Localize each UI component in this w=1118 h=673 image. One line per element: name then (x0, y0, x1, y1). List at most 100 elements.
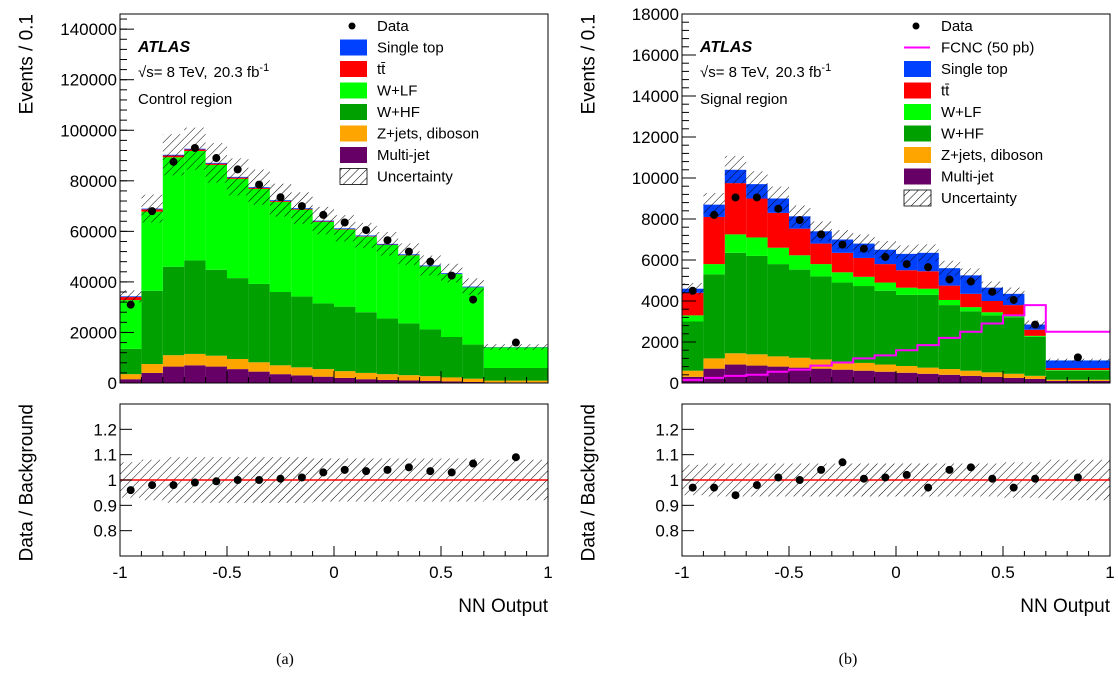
legend-multi-jet-label: Multi-jet (377, 147, 430, 164)
bar-w-hf-bin-14 (419, 329, 441, 377)
legend-data-label: Data (377, 18, 409, 35)
ratio-y-tick-label-4: 1.2 (93, 420, 117, 439)
bar-w-hf-bin-1 (703, 274, 725, 359)
ratio-point-bin-9 (881, 473, 890, 482)
y-tick-label-5: 100000 (60, 121, 117, 140)
bar-ttbar-bin-13 (960, 293, 982, 308)
legend-uncertainty-swatch (903, 189, 932, 207)
legend-ttbar-swatch (904, 82, 931, 99)
uncertainty-bin-4 (205, 143, 227, 183)
uncertainty-bin-0 (120, 290, 142, 303)
data-point-bin-13 (966, 277, 975, 286)
bar-multi-jet-bin-0 (120, 379, 142, 383)
bar-w-lf-bin-12 (376, 245, 399, 319)
data-point-bin-2 (731, 193, 740, 202)
panel-b: 0 2000 4000 6000 8000 10000 12000 14000 16000 180… (579, 5, 1115, 668)
bar-multi-jet-bin-13 (960, 375, 982, 383)
bar-single-top-bin-17 (1045, 360, 1110, 369)
legend-multi-jet-swatch (340, 147, 367, 163)
y-tick-label-8: 16000 (632, 46, 679, 65)
bar-ttbar-bin-10 (896, 270, 918, 288)
uncertainty-bin-9 (312, 206, 334, 235)
bar-multi-jet-bin-8 (291, 375, 313, 383)
ratio-point-bin-16 (469, 459, 478, 468)
bar-multi-jet-bin-17 (1045, 380, 1110, 383)
data-point-bin-9 (319, 210, 328, 219)
y-tick-label-1: 2000 (641, 333, 679, 352)
main-plot-a: 020000400006000080000100000120000140000 … (17, 13, 549, 393)
panel-a: 020000400006000080000100000120000140000 … (17, 13, 553, 668)
bar-z-jets-diboson-bin-11 (917, 367, 939, 374)
bar-z-jets-diboson-bin-10 (896, 365, 918, 373)
ratio-point-bin-6 (817, 465, 826, 474)
bar-w-hf-bin-14 (981, 315, 1003, 373)
bar-z-jets-diboson-bin-17 (1045, 379, 1110, 381)
bar-ttbar-bin-3 (746, 198, 768, 238)
data-point-bin-12 (945, 275, 954, 284)
caption-a: (a) (276, 651, 294, 668)
bar-z-jets-diboson-bin-1 (703, 358, 725, 369)
bar-multi-jet-bin-5 (227, 369, 249, 383)
legend-a: Data Single top tt̄ W+LF W+HF Z+jets, diboson… (339, 18, 479, 186)
bar-z-jets-diboson-bin-13 (960, 370, 982, 376)
legend-w-lf-label: W+LF (377, 83, 417, 100)
bar-ttbar-bin-5 (789, 228, 811, 256)
bar-w-hf-bin-16 (462, 344, 484, 379)
uncertainty-bin-11 (917, 244, 939, 262)
uncertainty-bin-7 (831, 230, 854, 249)
legend-single-top-label: Single top (941, 61, 1008, 78)
bar-z-jets-diboson-bin-3 (746, 354, 768, 366)
y-axis-title-a: Events / 0.1 (17, 14, 38, 114)
y-tick-label-2: 4000 (641, 292, 679, 311)
bar-w-hf-bin-15 (441, 337, 463, 378)
bar-z-jets-diboson-bin-16 (1024, 375, 1046, 379)
ratio-point-bin-13 (404, 463, 413, 472)
data-point-bin-6 (255, 180, 264, 189)
y-tick-label-7: 140000 (60, 20, 117, 39)
data-point-bin-17 (511, 338, 520, 347)
data-point-bin-9 (881, 252, 890, 261)
legend-uncertainty-label: Uncertainty (941, 190, 1017, 207)
data-point-bin-6 (817, 230, 826, 239)
ratio-point-bin-0 (688, 483, 697, 492)
ratio-y-tick-label-0: 0.8 (93, 522, 117, 541)
region-label-b: Signal region (700, 91, 788, 108)
bar-w-lf-bin-1 (703, 264, 725, 275)
energy-label-b: √s= 8 TeV, (700, 64, 770, 81)
bar-w-lf-bin-12 (938, 299, 961, 306)
bar-w-hf-bin-1 (141, 290, 163, 365)
bar-w-hf-bin-7 (831, 282, 854, 362)
bar-w-hf-bin-3 (184, 260, 206, 354)
bar-ttbar-bin-12 (938, 285, 961, 300)
bar-multi-jet-bin-16 (1024, 378, 1046, 383)
bar-w-lf-bin-17 (483, 347, 548, 368)
bar-w-hf-bin-11 (917, 294, 939, 368)
bar-w-lf-bin-10 (334, 229, 356, 307)
bar-ttbar-bin-1 (703, 216, 725, 265)
y-tick-label-5: 10000 (632, 169, 679, 188)
legend-w-lf-swatch (904, 104, 931, 120)
legend-z-jets-diboson-swatch (340, 125, 367, 142)
bar-z-jets-diboson-bin-0 (682, 370, 704, 377)
ratio-y-tick-label-0: 0.8 (655, 522, 679, 541)
bar-ttbar-bin-11 (917, 271, 939, 289)
bar-z-jets-diboson-bin-9 (312, 369, 334, 377)
bar-w-lf-bin-14 (981, 312, 1003, 316)
bar-multi-jet-bin-2 (724, 364, 747, 383)
x-tick-label-3: 0.5 (429, 563, 453, 582)
ratio-point-bin-17 (1073, 473, 1082, 482)
data-point-bin-2 (169, 157, 178, 166)
bar-w-hf-bin-9 (874, 290, 896, 365)
ratio-plot-a: 0.8 0.9 1 1.1 1.2 -1 -0.5 0 0.5 1 Data / Backgro… (17, 403, 553, 617)
bar-w-lf-bin-5 (227, 178, 249, 279)
x-tick-label-2: 0 (891, 563, 900, 582)
legend-w-hf-label: W+HF (377, 104, 420, 121)
bar-w-lf-bin-2 (162, 157, 185, 267)
uncertainty-bin-16 (462, 278, 484, 295)
y-tick-label-1: 20000 (70, 323, 117, 342)
bar-multi-jet-bin-14 (419, 380, 441, 383)
ratio-point-bin-14 (426, 467, 435, 476)
ratio-y-tick-label-3: 1.1 (93, 446, 117, 465)
bar-z-jets-diboson-bin-4 (767, 356, 789, 367)
bar-ttbar-bin-15 (1003, 305, 1025, 316)
